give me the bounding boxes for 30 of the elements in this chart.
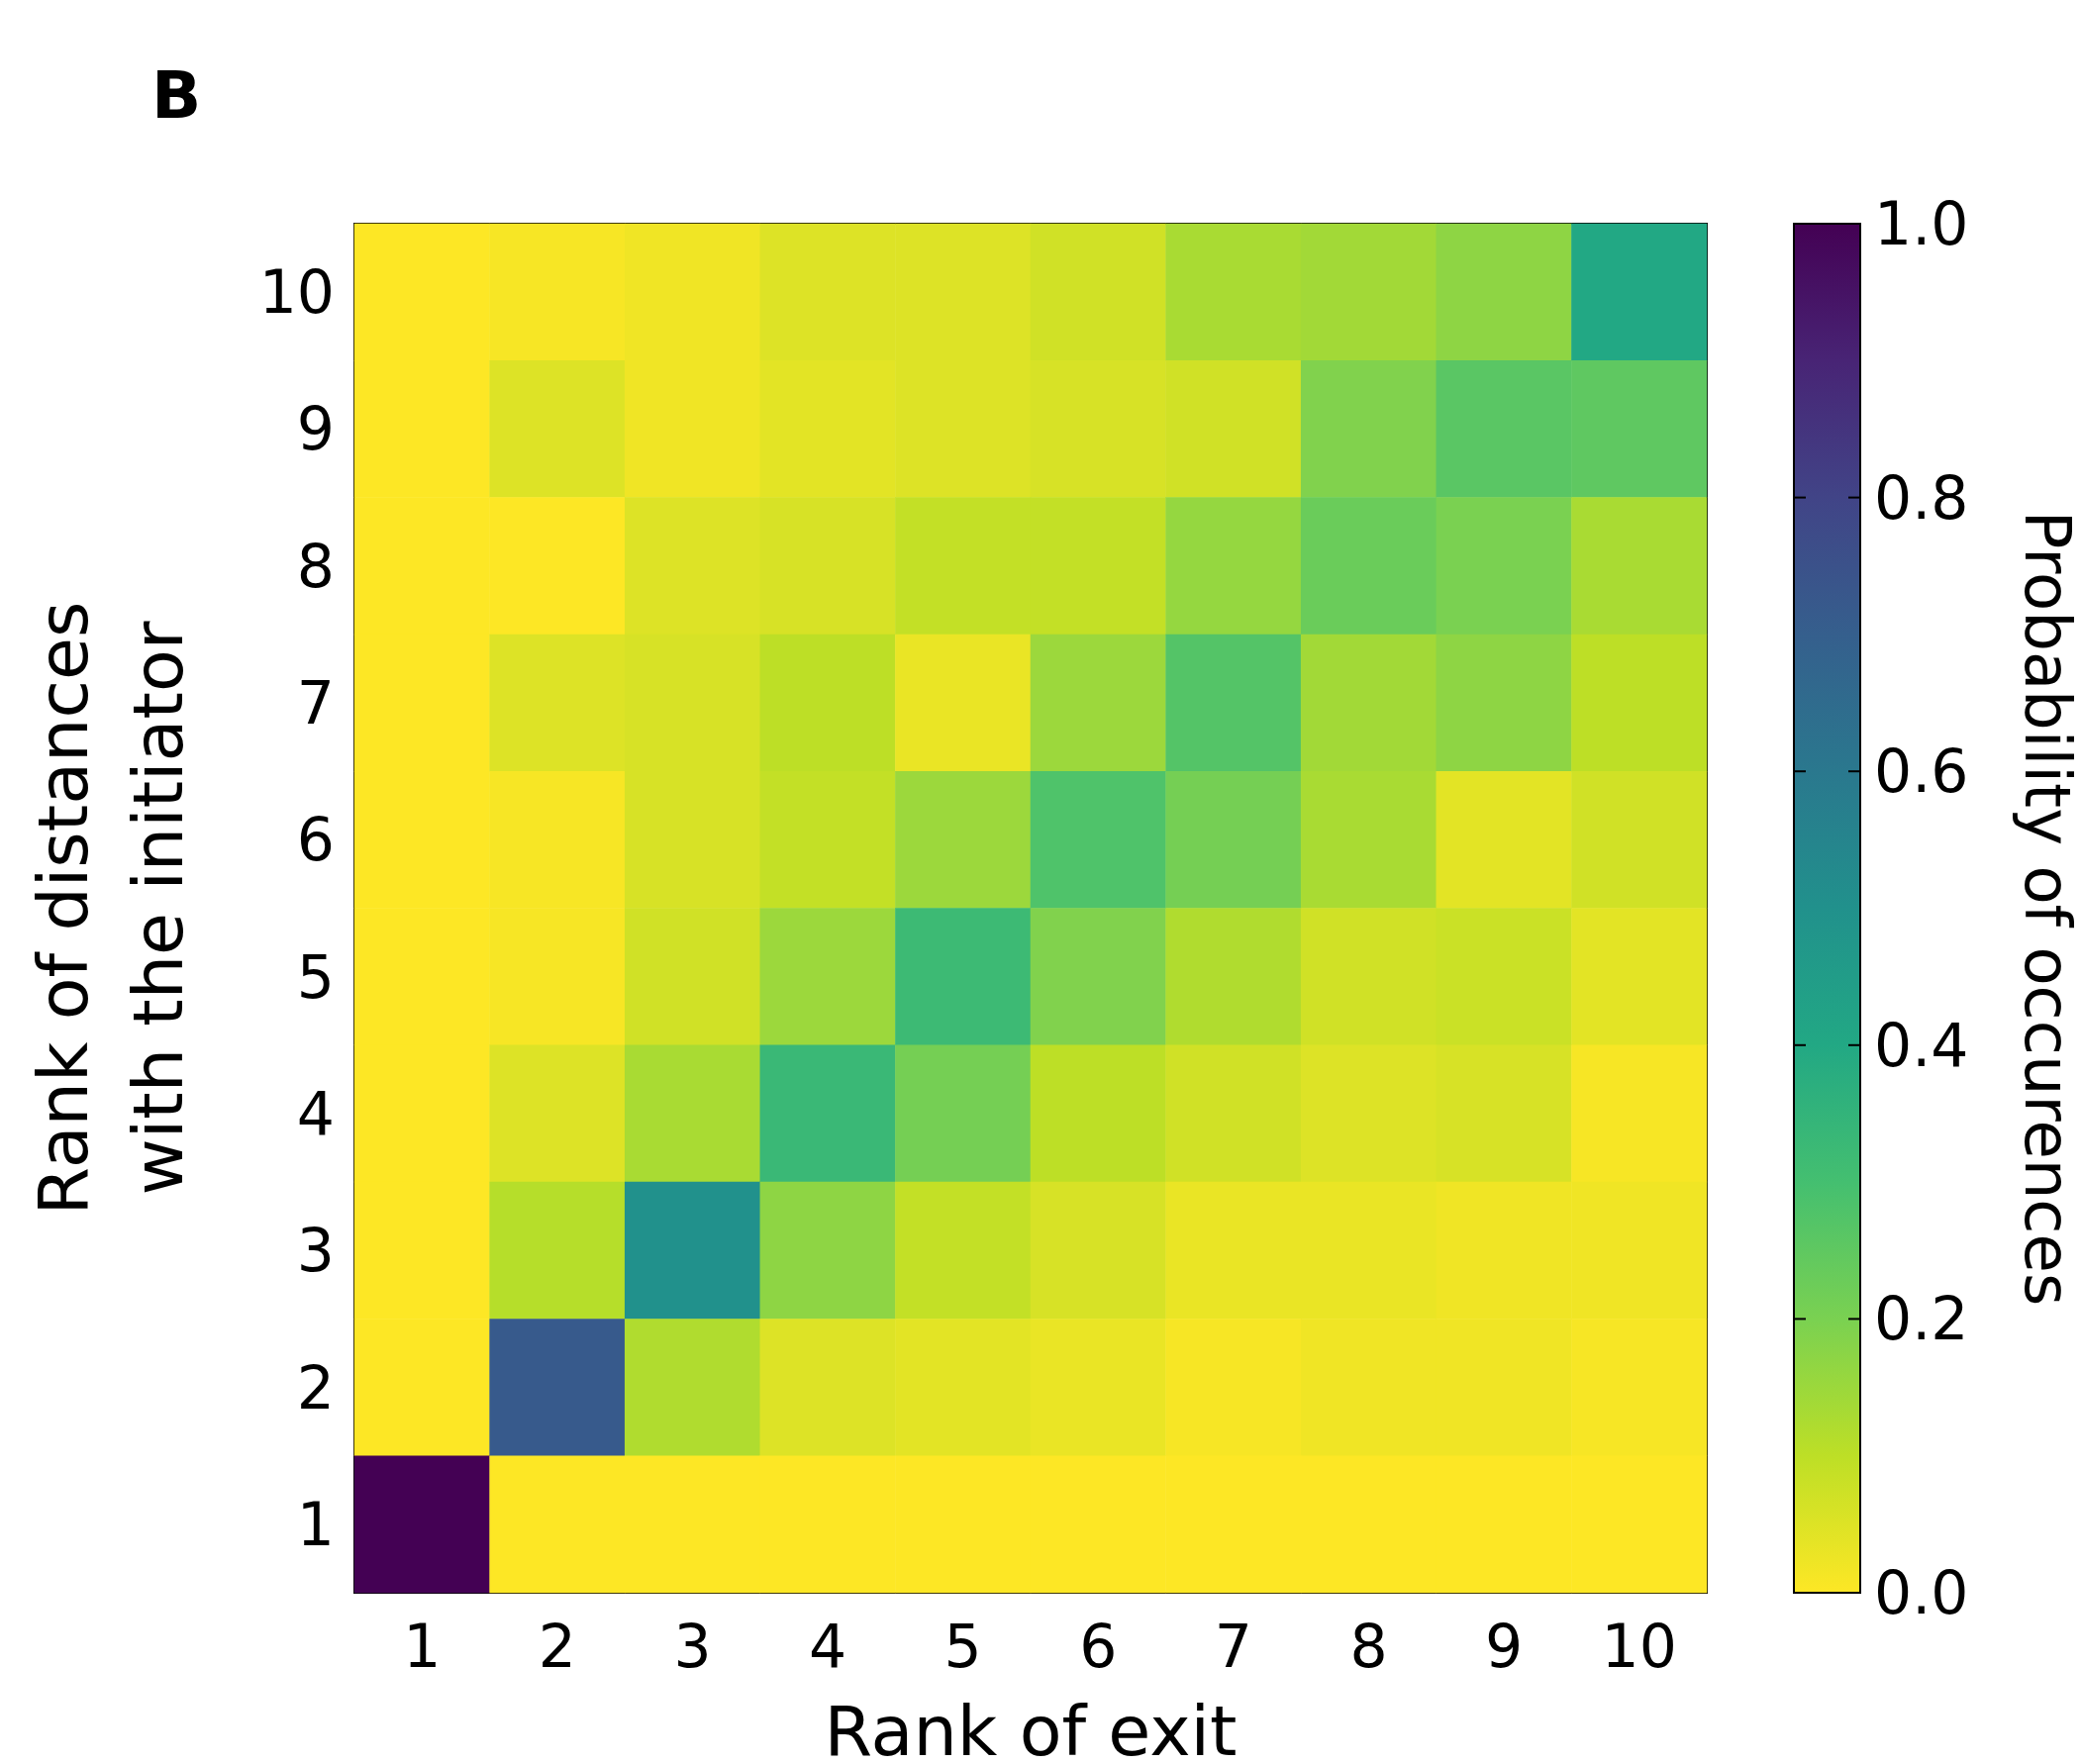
y-tick-label: 4 bbox=[296, 1078, 335, 1148]
color-bar-label: 0.4 bbox=[1874, 1010, 1969, 1080]
y-tick-label: 8 bbox=[296, 531, 335, 601]
y-tick-label: 10 bbox=[258, 257, 335, 328]
color-bar-label: 0.6 bbox=[1874, 736, 1969, 807]
x-tick-label: 10 bbox=[1601, 1612, 1677, 1681]
color-bar-title: Probability of occurences bbox=[2011, 510, 2081, 1307]
color-bar-label: 1.0 bbox=[1874, 189, 1969, 258]
x-tick-label: 3 bbox=[673, 1612, 712, 1681]
x-axis-title: Rank of exit bbox=[824, 1691, 1238, 1764]
x-tick-label: 8 bbox=[1349, 1612, 1388, 1681]
x-tick-label: 2 bbox=[538, 1612, 576, 1681]
x-tick-label: 4 bbox=[809, 1612, 847, 1681]
y-tick-label: 7 bbox=[296, 668, 335, 738]
color-bar-label: 0.8 bbox=[1874, 462, 1969, 533]
color-bar-label: 0.2 bbox=[1874, 1284, 1969, 1354]
y-tick-label: 3 bbox=[296, 1216, 335, 1286]
y-tick-label: 6 bbox=[296, 805, 335, 875]
x-tick-label: 5 bbox=[943, 1612, 982, 1681]
y-tick-label: 5 bbox=[296, 941, 335, 1012]
y-axis-title: Rank of distances with the initiator bbox=[23, 601, 199, 1216]
y-tick-label: 2 bbox=[296, 1352, 335, 1422]
y-tick-label: 9 bbox=[296, 394, 335, 464]
x-tick-label: 7 bbox=[1214, 1612, 1252, 1681]
y-tick-label: 1 bbox=[296, 1489, 335, 1559]
chart-title: B bbox=[151, 56, 202, 134]
x-tick-label: 6 bbox=[1079, 1612, 1118, 1681]
x-tick-label: 1 bbox=[403, 1612, 442, 1681]
x-tick-label: 9 bbox=[1485, 1612, 1524, 1681]
color-bar-label: 0.0 bbox=[1874, 1558, 1969, 1627]
